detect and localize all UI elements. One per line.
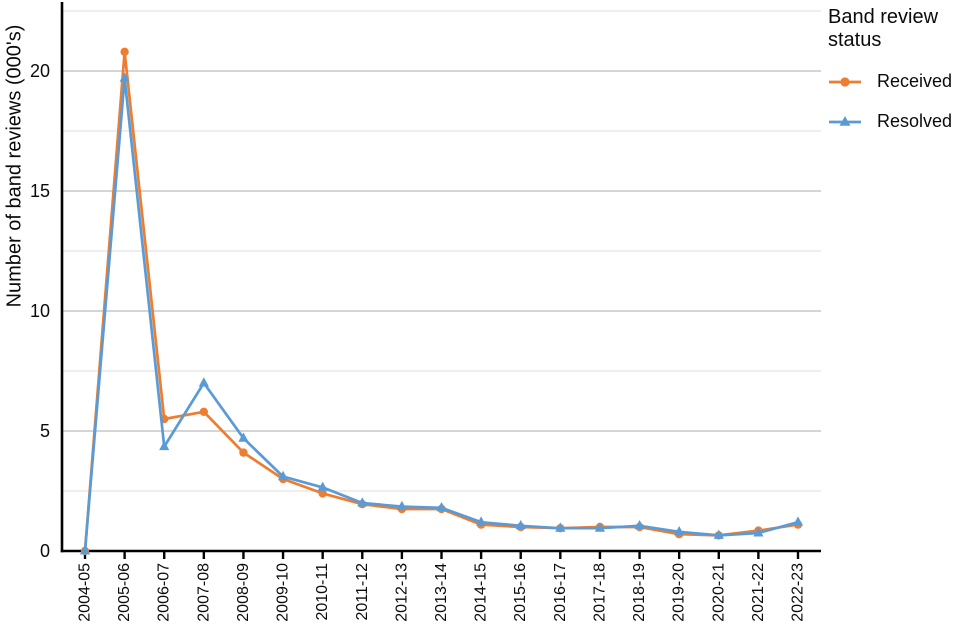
x-tick-label: 2005-06 (116, 563, 133, 622)
series-line-resolved (83, 76, 800, 553)
x-tick-label: 2017-18 (591, 563, 608, 622)
data-point-resolved (159, 440, 170, 451)
x-tick-label: 2016-17 (552, 563, 569, 622)
data-point-resolved (436, 502, 447, 512)
x-tick-label: 2019-20 (671, 563, 688, 622)
series-line-received (83, 50, 800, 553)
data-point-received (239, 448, 248, 457)
data-point-resolved (357, 497, 368, 507)
x-tick-label: 2021-22 (750, 563, 767, 622)
data-point-resolved (79, 545, 91, 555)
data-point-received (199, 407, 209, 416)
x-tick-label: 2004-05 (77, 563, 94, 622)
data-point-resolved (238, 432, 249, 442)
y-tick-label: 5 (40, 421, 50, 441)
y-tick-label: 0 (40, 541, 50, 561)
legend: Band review status Received Resolved (828, 6, 952, 132)
x-tick-label: 2020-21 (710, 563, 727, 622)
legend-entry-resolved: Resolved (828, 111, 952, 132)
data-point-resolved (555, 522, 566, 532)
x-tick-label: 2012-13 (393, 563, 410, 622)
x-tick-label: 2014-15 (473, 563, 490, 622)
legend-swatch-marker (840, 77, 850, 87)
data-point-resolved (753, 527, 764, 537)
y-axis-title: Number of band reviews (000's) (3, 24, 26, 308)
data-point-resolved (674, 526, 685, 536)
legend-label-received: Received (877, 71, 953, 92)
legend-label-resolved: Resolved (877, 111, 953, 132)
data-point-resolved (476, 516, 487, 526)
data-point-resolved (396, 500, 407, 511)
x-tick-label: 2006-07 (156, 563, 173, 622)
received-line-circle-marker-icon (829, 77, 861, 87)
y-tick-label: 20 (30, 61, 50, 81)
x-tick-label: 2013-14 (433, 563, 450, 622)
x-tick-label: 2022-23 (790, 563, 807, 622)
data-point-resolved (594, 522, 606, 532)
data-point-resolved (634, 520, 645, 530)
x-tick-label: 2007-08 (195, 563, 212, 622)
resolved-line-triangle-marker-icon (829, 115, 861, 126)
x-tick-label: 2011-12 (354, 563, 371, 621)
data-point-resolved (119, 72, 130, 82)
data-point-resolved (198, 377, 209, 387)
x-tick-label: 2015-16 (512, 563, 529, 622)
y-tick-label: 10 (30, 301, 50, 321)
data-point-resolved (317, 481, 328, 491)
data-point-received (318, 489, 327, 498)
legend-entry-received: Received (828, 71, 952, 92)
x-tick-label: 2009-10 (275, 563, 292, 622)
y-tick-label: 15 (30, 181, 50, 201)
data-point-resolved (713, 529, 724, 539)
data-point-resolved (792, 516, 804, 526)
x-tick-label: 2008-09 (235, 563, 252, 622)
x-tick-label: 2018-19 (631, 563, 648, 622)
x-tick-label: 2010-11 (314, 563, 331, 621)
data-point-resolved (515, 520, 526, 530)
data-point-received (120, 47, 129, 56)
legend-swatch-marker (839, 115, 851, 126)
data-point-resolved (277, 470, 289, 481)
legend-title: Band review status (828, 6, 939, 52)
